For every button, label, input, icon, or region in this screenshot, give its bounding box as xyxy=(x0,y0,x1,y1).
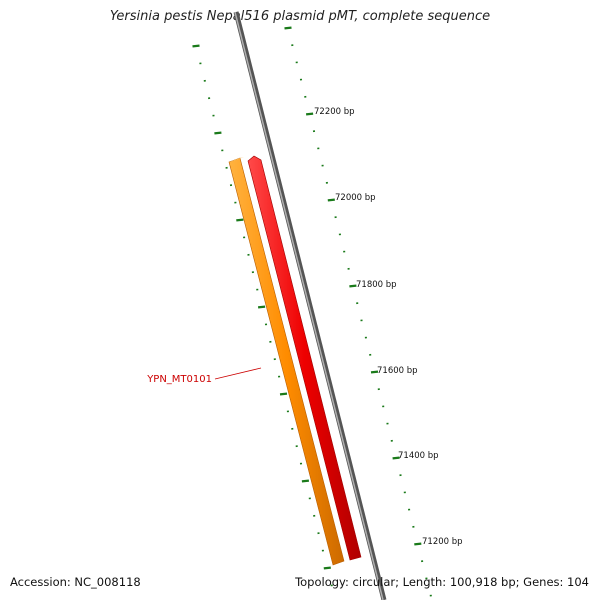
outer-ruler-major-tick xyxy=(370,370,379,374)
ruler-label-71200: 71200 bp xyxy=(422,537,463,547)
gene-red[interactable] xyxy=(247,155,362,561)
ruler-label-72200: 72200 bp xyxy=(314,107,355,117)
outer-ruler-major-tick xyxy=(414,542,422,546)
inner-ruler-major-tick xyxy=(301,479,310,483)
ruler-label-71600: 71600 bp xyxy=(377,366,418,376)
gene-arrow-orange-top xyxy=(229,157,244,162)
outer-ruler-major-tick xyxy=(349,284,357,288)
inner-ruler-major-tick xyxy=(236,218,244,222)
outer-tick-track xyxy=(284,26,432,597)
topology-summary: Topology: circular; Length: 100,918 bp; … xyxy=(295,575,589,589)
ruler-label-71800: 71800 bp xyxy=(356,280,397,290)
inner-ruler-major-tick xyxy=(279,392,288,396)
outer-ruler-major-tick xyxy=(327,198,335,202)
inner-ruler-major-tick xyxy=(214,131,222,135)
inner-tick-track xyxy=(192,44,333,587)
outer-ruler-major-tick xyxy=(284,26,292,30)
gene-arrow-orange[interactable] xyxy=(228,157,345,566)
ruler-label-72000: 72000 bp xyxy=(335,193,376,203)
outer-ruler-major-tick xyxy=(305,112,314,116)
inner-ruler-major-tick xyxy=(323,566,331,570)
gene-YPN_MT0101[interactable] xyxy=(228,157,345,566)
gene-label-leader xyxy=(214,367,262,380)
inner-ruler-major-tick xyxy=(192,44,200,48)
gene-label-YPN_MT0101[interactable]: YPN_MT0101 xyxy=(146,374,212,385)
ruler-label-71400: 71400 bp xyxy=(398,451,439,461)
inner-ruler-major-tick xyxy=(257,305,266,309)
accession-text: Accession: NC_008118 xyxy=(10,575,141,589)
outer-ruler-major-tick xyxy=(392,456,400,460)
map-title: Yersinia pestis Nepal516 plasmid pMT, co… xyxy=(109,9,491,24)
plasmid-backbone xyxy=(233,11,387,600)
gene-arrow-red[interactable] xyxy=(247,155,362,561)
plasmid-backbone-highlight xyxy=(234,11,384,600)
